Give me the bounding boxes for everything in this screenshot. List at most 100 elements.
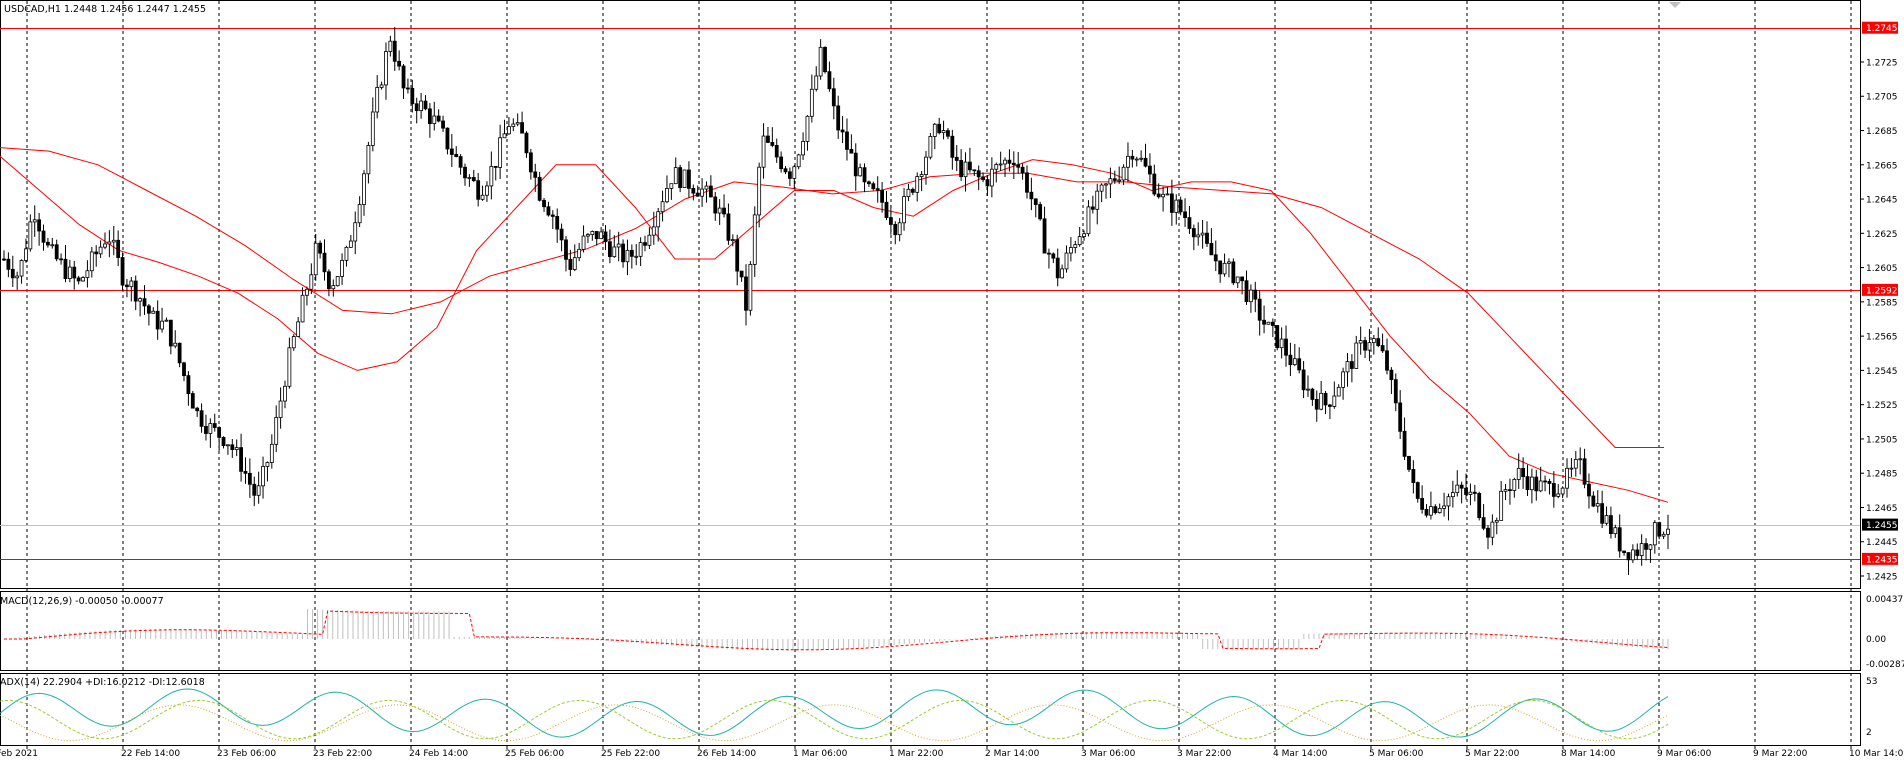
candle-body bbox=[252, 483, 257, 496]
candle-body bbox=[1591, 495, 1596, 507]
candle-body bbox=[1630, 549, 1635, 561]
candle-body bbox=[748, 263, 753, 311]
candle-body bbox=[1292, 358, 1297, 366]
candle-body bbox=[1148, 165, 1152, 175]
candle-body bbox=[946, 130, 950, 137]
candle-body bbox=[989, 168, 994, 187]
candle-body bbox=[1639, 543, 1644, 556]
candle-body bbox=[1547, 481, 1552, 484]
macd-signal-line bbox=[4, 610, 1669, 651]
candle-body bbox=[651, 226, 656, 236]
macd-scale-bottom: -0.00287 bbox=[1866, 660, 1904, 670]
candle-body bbox=[1209, 242, 1214, 256]
candle-body bbox=[1020, 166, 1025, 174]
candle-body bbox=[968, 161, 972, 171]
candle-body bbox=[792, 166, 797, 179]
candle-body bbox=[146, 305, 151, 314]
candle-body bbox=[1205, 232, 1209, 244]
time-tick-label: 2 Mar 14:00 bbox=[985, 749, 1040, 759]
candle-body bbox=[1169, 193, 1174, 213]
candle-body bbox=[1240, 276, 1245, 282]
candle-body bbox=[199, 410, 204, 427]
candle-body bbox=[1587, 483, 1591, 497]
candle-body bbox=[1508, 489, 1512, 492]
price-level-box bbox=[1862, 518, 1898, 531]
candle-body bbox=[568, 258, 573, 270]
candle-body bbox=[1187, 217, 1192, 229]
candle-body bbox=[796, 154, 801, 168]
candle-body bbox=[1112, 178, 1117, 181]
candle-body bbox=[1600, 503, 1605, 524]
candle-body bbox=[915, 176, 920, 193]
candle-body bbox=[155, 310, 160, 330]
symbol-info: USDCAD,H1 1.2448 1.2456 1.2447 1.2455 bbox=[4, 4, 206, 15]
candle-body bbox=[1306, 388, 1310, 391]
candle-body bbox=[1578, 458, 1583, 461]
candle-body bbox=[906, 188, 911, 198]
candle-body bbox=[182, 362, 186, 377]
candle-body bbox=[1257, 298, 1262, 321]
candle-body bbox=[1437, 508, 1442, 514]
candle-body bbox=[142, 298, 147, 307]
price-tick-label: 1.2465 bbox=[1866, 504, 1898, 514]
price-tick-label: 1.2545 bbox=[1866, 367, 1898, 377]
candle-body bbox=[1275, 325, 1280, 349]
candle-body bbox=[546, 206, 551, 216]
time-tick-label: 9 Mar 22:00 bbox=[1753, 749, 1808, 759]
candle-body bbox=[1415, 482, 1420, 499]
candle-body bbox=[972, 169, 977, 172]
candle-body bbox=[1196, 234, 1201, 238]
candle-body bbox=[1556, 493, 1561, 497]
candle-body bbox=[375, 87, 380, 113]
candle-body bbox=[1328, 404, 1332, 407]
candle-body bbox=[1191, 228, 1196, 238]
candle-body bbox=[1494, 519, 1499, 523]
candle-body bbox=[511, 123, 516, 127]
price-tick-label: 1.2585 bbox=[1866, 298, 1898, 308]
candle-body bbox=[269, 443, 274, 463]
candle-body bbox=[616, 243, 621, 248]
candle-body bbox=[1200, 232, 1205, 236]
candle-body bbox=[1635, 549, 1640, 556]
candle-body bbox=[151, 310, 156, 314]
candle-body bbox=[660, 201, 665, 213]
macd-label: MACD(12,26,9) -0.00050 -0.00077 bbox=[0, 596, 164, 607]
candle-body bbox=[1477, 493, 1482, 519]
candle-body bbox=[239, 447, 243, 472]
candle-body bbox=[309, 274, 314, 290]
candle-body bbox=[1551, 483, 1556, 497]
candle-body bbox=[283, 385, 287, 402]
candle-body bbox=[1068, 247, 1073, 254]
candle-body bbox=[28, 221, 33, 250]
time-tick-label: 10 Mar 14:00 bbox=[1849, 749, 1904, 759]
candle-body bbox=[388, 40, 393, 52]
candle-body bbox=[278, 400, 283, 418]
candle-body bbox=[761, 135, 766, 168]
adx-panel-frame bbox=[0, 673, 1861, 746]
price-level-label: 1.2455 bbox=[1866, 521, 1898, 531]
chart-shift-marker-icon[interactable] bbox=[1669, 2, 1681, 8]
candle-body bbox=[1385, 350, 1389, 371]
candle-body bbox=[564, 239, 568, 260]
candle-body bbox=[559, 228, 564, 241]
vertical-gridlines bbox=[26, 1, 1852, 745]
candle-body bbox=[322, 252, 327, 273]
price-tick-label: 1.2505 bbox=[1866, 435, 1898, 445]
candle-body bbox=[493, 165, 498, 168]
candle-body bbox=[1617, 527, 1622, 552]
candle-body bbox=[463, 166, 467, 179]
candle-body bbox=[1104, 183, 1108, 186]
candle-body bbox=[129, 280, 134, 288]
time-tick-label: 1 Mar 06:00 bbox=[793, 749, 848, 759]
candle-body bbox=[590, 231, 595, 235]
candle-body bbox=[533, 171, 538, 178]
candle-body bbox=[449, 148, 454, 155]
candle-body bbox=[1121, 166, 1126, 181]
candle-body bbox=[840, 129, 845, 133]
candle-body bbox=[1459, 484, 1464, 489]
candle-body bbox=[537, 176, 542, 201]
candle-body bbox=[1218, 260, 1223, 275]
candle-body bbox=[1235, 276, 1240, 284]
candle-body bbox=[1424, 508, 1429, 516]
